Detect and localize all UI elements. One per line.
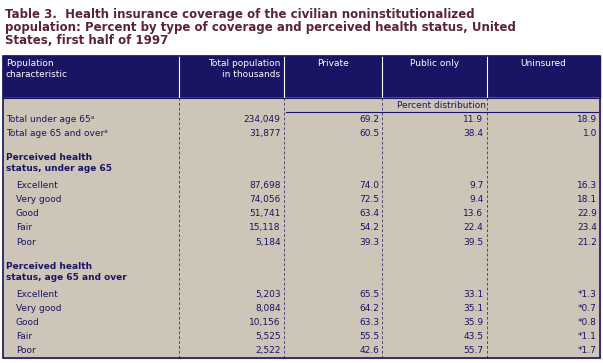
- Text: 21.2: 21.2: [577, 237, 597, 246]
- Text: States, first half of 1997: States, first half of 1997: [5, 34, 168, 47]
- Text: 63.4: 63.4: [359, 209, 379, 218]
- Text: 33.1: 33.1: [464, 290, 484, 299]
- Text: 60.5: 60.5: [359, 129, 379, 138]
- Text: 87,698: 87,698: [249, 181, 280, 190]
- Text: Percent distribution: Percent distribution: [397, 101, 486, 110]
- Text: 39.5: 39.5: [464, 237, 484, 246]
- Text: 13.6: 13.6: [464, 209, 484, 218]
- Text: 69.2: 69.2: [359, 115, 379, 123]
- Text: 5,184: 5,184: [255, 237, 280, 246]
- Text: 38.4: 38.4: [464, 129, 484, 138]
- Text: 74.0: 74.0: [359, 181, 379, 190]
- Text: *1.7: *1.7: [578, 346, 597, 355]
- Bar: [283, 98, 600, 112]
- Text: Good: Good: [16, 318, 40, 327]
- Text: 5,203: 5,203: [255, 290, 280, 299]
- Text: Table 3.  Health insurance coverage of the civilian noninstitutionalized: Table 3. Health insurance coverage of th…: [5, 8, 475, 21]
- Text: *0.8: *0.8: [578, 318, 597, 327]
- Text: 35.1: 35.1: [464, 304, 484, 313]
- Text: *0.7: *0.7: [578, 304, 597, 313]
- Text: Uninsured: Uninsured: [520, 59, 566, 68]
- Text: Total under age 65ᵃ: Total under age 65ᵃ: [6, 115, 95, 123]
- Text: 2,522: 2,522: [255, 346, 280, 355]
- Bar: [3, 98, 600, 358]
- Text: Total population
in thousands: Total population in thousands: [208, 59, 280, 79]
- Bar: [3, 56, 600, 358]
- Text: Perceived health
status, age 65 and over: Perceived health status, age 65 and over: [6, 262, 127, 282]
- Text: 16.3: 16.3: [577, 181, 597, 190]
- Text: Population
characteristic: Population characteristic: [6, 59, 68, 79]
- Text: 65.5: 65.5: [359, 290, 379, 299]
- Text: 51,741: 51,741: [249, 209, 280, 218]
- Text: Poor: Poor: [16, 237, 36, 246]
- Text: 64.2: 64.2: [359, 304, 379, 313]
- Text: population: Percent by type of coverage and perceived health status, United: population: Percent by type of coverage …: [5, 21, 516, 34]
- Text: Private: Private: [317, 59, 349, 68]
- Text: 18.1: 18.1: [577, 195, 597, 204]
- Text: Public only: Public only: [410, 59, 459, 68]
- Text: 234,049: 234,049: [244, 115, 280, 123]
- Text: *1.1: *1.1: [578, 332, 597, 341]
- Text: Poor: Poor: [16, 346, 36, 355]
- Bar: [3, 56, 600, 98]
- Text: *1.3: *1.3: [578, 290, 597, 299]
- Text: 9.4: 9.4: [469, 195, 484, 204]
- Text: 22.9: 22.9: [577, 209, 597, 218]
- Text: 23.4: 23.4: [577, 224, 597, 232]
- Text: Perceived health
status, under age 65: Perceived health status, under age 65: [6, 153, 112, 173]
- Text: Total age 65 and overᵃ: Total age 65 and overᵃ: [6, 129, 108, 138]
- Text: 15,118: 15,118: [249, 224, 280, 232]
- Text: Excellent: Excellent: [16, 290, 58, 299]
- Text: Good: Good: [16, 209, 40, 218]
- Text: 43.5: 43.5: [464, 332, 484, 341]
- Text: Excellent: Excellent: [16, 181, 58, 190]
- Text: 74,056: 74,056: [249, 195, 280, 204]
- Text: 18.9: 18.9: [577, 115, 597, 123]
- Text: Very good: Very good: [16, 195, 62, 204]
- Text: 42.6: 42.6: [359, 346, 379, 355]
- Text: 63.3: 63.3: [359, 318, 379, 327]
- Text: 35.9: 35.9: [464, 318, 484, 327]
- Text: 54.2: 54.2: [359, 224, 379, 232]
- Text: Very good: Very good: [16, 304, 62, 313]
- Text: 8,084: 8,084: [255, 304, 280, 313]
- Text: 9.7: 9.7: [469, 181, 484, 190]
- Text: 5,525: 5,525: [255, 332, 280, 341]
- Text: 72.5: 72.5: [359, 195, 379, 204]
- Text: 22.4: 22.4: [464, 224, 484, 232]
- Text: 55.5: 55.5: [359, 332, 379, 341]
- Text: 39.3: 39.3: [359, 237, 379, 246]
- Text: 1.0: 1.0: [582, 129, 597, 138]
- Text: 11.9: 11.9: [464, 115, 484, 123]
- Text: Fair: Fair: [16, 224, 32, 232]
- Text: Fair: Fair: [16, 332, 32, 341]
- Text: 10,156: 10,156: [249, 318, 280, 327]
- Text: 55.7: 55.7: [464, 346, 484, 355]
- Text: 31,877: 31,877: [249, 129, 280, 138]
